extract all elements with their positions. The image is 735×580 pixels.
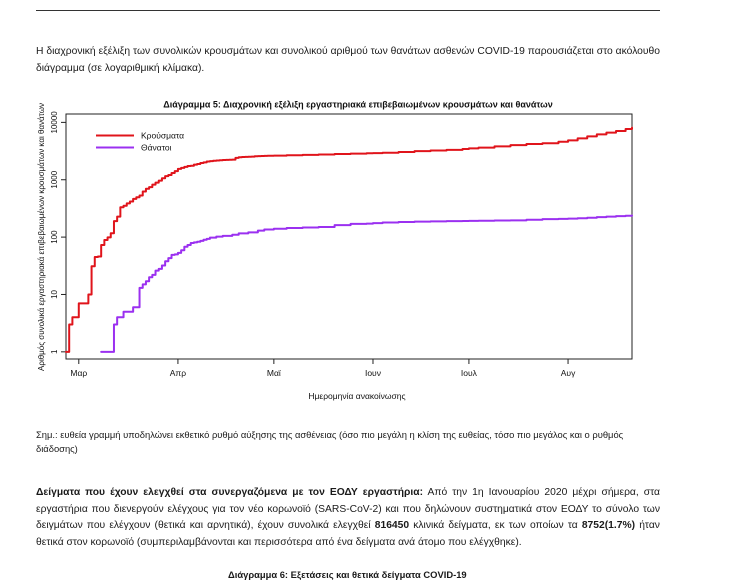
y-axis-label: Αριθμός συνολικά εργαστηριακά επιβεβαιωμ… — [37, 103, 46, 371]
y-axis: 1 10 100 1000 10000 — [50, 111, 66, 354]
samples-heading: Δείγματα που έχουν ελεγχθεί στα συνεργαζ… — [36, 487, 424, 498]
legend-label-cases: Κρούσματα — [141, 131, 184, 141]
series-line-cases — [65, 126, 633, 353]
x-tick-label-Ιουλ: Ιουλ — [461, 368, 478, 378]
x-tick-label-Απρ: Απρ — [170, 368, 187, 378]
x-tick-label-Μαρ: Μαρ — [70, 368, 87, 378]
chart-svg: Διάγραμμα 5: Διαχρονική εξέλιξη εργαστηρ… — [37, 100, 633, 401]
x-tick-label-Αυγ: Αυγ — [561, 368, 576, 378]
y-tick-label-100: 100 — [50, 230, 59, 244]
samples-positive: 8752(1.7%) — [581, 520, 636, 531]
y-tick-label-10000: 10000 — [50, 111, 59, 134]
x-tick-label-Ιουν: Ιουν — [365, 368, 381, 378]
x-tick-label-Μαϊ: Μαϊ — [267, 368, 282, 378]
x-axis-label: Ημερομηνία ανακοίνωσης — [308, 391, 405, 401]
series-layer — [65, 126, 633, 353]
x-axis: Μαρ Απρ Μαϊ Ιουν Ιουλ Αυγ — [70, 359, 576, 378]
y-tick-label-10: 10 — [50, 289, 59, 298]
chart-container: Διάγραμμα 5: Διαχρονική εξέλιξη εργαστηρ… — [34, 94, 656, 406]
legend: Κρούσματα Θάνατοι — [96, 131, 184, 153]
y-tick-label-1: 1 — [50, 349, 59, 354]
chart-note: Σημ.: ευθεία γραμμή υποδηλώνει εκθετικό … — [36, 429, 624, 454]
samples-text-1: Από την 1η Ιανουαρίου 2020 μέχρι σήμερα,… — [36, 487, 660, 531]
legend-label-deaths: Θάνατοι — [141, 143, 172, 153]
intro-paragraph: Η διαχρονική εξέλιξη των συνολικών κρουσ… — [36, 46, 660, 74]
plot-frame — [65, 113, 633, 360]
top-rule — [36, 10, 660, 11]
samples-text-2: κλινικά δείγματα, εκ των οποίων τα — [413, 520, 578, 531]
series-line-deaths — [100, 214, 633, 353]
y-tick-label-1000: 1000 — [50, 170, 59, 188]
samples-paragraph: Δείγματα που έχουν ελεγχθεί στα συνεργαζ… — [36, 485, 660, 551]
samples-text-3: ήταν θετικά στον κορωνοϊό (συμπεριλαμβάν… — [36, 520, 660, 548]
chart-title: Διάγραμμα 5: Διαχρονική εξέλιξη εργαστηρ… — [163, 100, 553, 110]
samples-total: 816450 — [374, 520, 410, 531]
next-figure-caption: Διάγραμμα 6: Εξετάσεις και θετικά δείγμα… — [228, 569, 467, 580]
